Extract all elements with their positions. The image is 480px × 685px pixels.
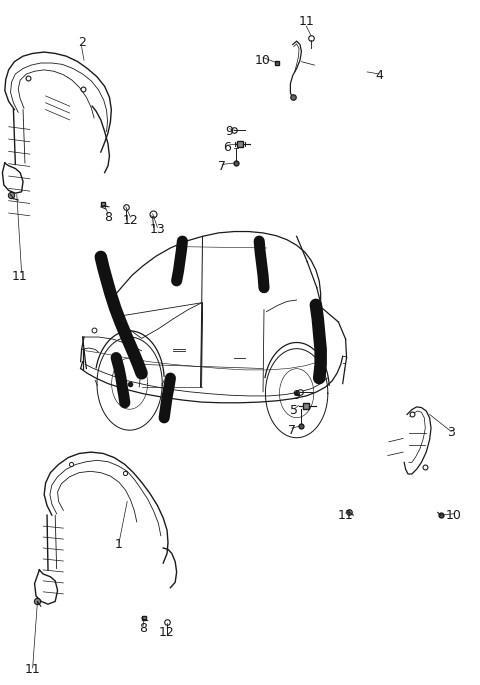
Text: 11: 11 [338,509,353,521]
Text: 2: 2 [78,36,85,49]
Text: 11: 11 [25,664,40,676]
Text: 7: 7 [218,160,226,173]
Text: 5: 5 [290,405,298,417]
Text: 13: 13 [150,223,165,236]
Text: 9: 9 [226,125,233,138]
Text: 11: 11 [12,271,27,283]
Text: 10: 10 [445,509,462,521]
Text: 12: 12 [123,214,138,227]
Text: 6: 6 [223,142,231,154]
Text: 1: 1 [115,538,123,551]
Text: 12: 12 [159,626,175,638]
Text: 10: 10 [255,54,271,66]
Text: 7: 7 [288,424,296,436]
Text: 3: 3 [447,427,455,439]
Text: 8: 8 [139,623,147,635]
Text: 8: 8 [104,211,112,223]
Text: 11: 11 [299,16,314,28]
Text: 4: 4 [375,69,383,82]
Text: 9: 9 [293,390,300,402]
